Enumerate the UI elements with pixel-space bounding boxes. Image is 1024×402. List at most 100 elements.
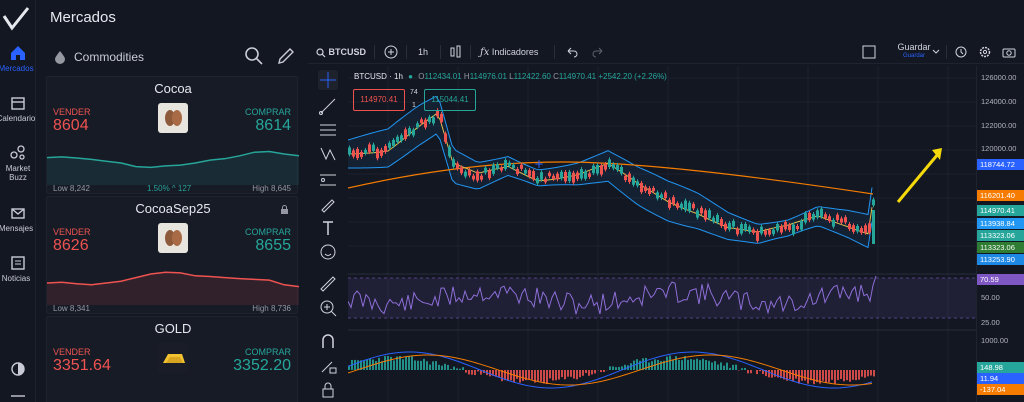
pattern-icon[interactable] (318, 144, 338, 164)
candle (560, 171, 563, 179)
macd-histogram-bar (750, 370, 752, 374)
nav-item-mensajes[interactable]: Mensajes (0, 204, 35, 233)
zoom-in-icon[interactable] (318, 298, 338, 318)
nav-label: Mercados (0, 64, 34, 73)
macd-histogram-bar (867, 370, 869, 377)
macd-histogram-bar (822, 370, 824, 381)
nav-label: Calendario (0, 114, 36, 123)
macd-histogram-bar (456, 368, 458, 370)
candle (816, 210, 819, 218)
macd-histogram-bar (432, 361, 434, 370)
macd-histogram-bar (873, 370, 875, 377)
candle (608, 159, 611, 168)
macd-histogram-bar (459, 368, 461, 370)
sparkline-area (47, 151, 299, 185)
camera-icon[interactable] (1002, 44, 1016, 60)
symbol-search[interactable]: BTCUSD (316, 44, 366, 60)
candle (696, 210, 699, 218)
candle (400, 135, 403, 141)
chevron-down-icon[interactable] (932, 44, 940, 60)
drawing-toolbar (313, 66, 343, 402)
price-chart[interactable]: + (348, 66, 976, 402)
instrument-card-gold[interactable]: GOLD VENDER COMPRAR 3351.64 3352.20 (46, 316, 298, 402)
sell-order-button[interactable]: 114970.41 (353, 89, 405, 111)
buy-order-button[interactable]: 115044.41 (424, 89, 476, 111)
gear-icon[interactable] (978, 44, 992, 60)
macd-histogram-bar (693, 359, 695, 370)
macd-histogram-bar (801, 370, 803, 381)
macd-tag: 148.98 (977, 362, 1024, 373)
candle (848, 223, 851, 230)
buy-button[interactable]: 8614 (255, 117, 291, 134)
watchlist-title[interactable]: Commodities (74, 50, 145, 64)
candle (376, 148, 379, 159)
bollinger-upper (348, 95, 873, 225)
sell-button[interactable]: 8626 (53, 237, 89, 254)
nav-label: Noticias (1, 274, 31, 283)
crosshair-icon[interactable] (318, 70, 338, 90)
macd-histogram-bar (672, 359, 674, 370)
divider (470, 45, 471, 59)
interval-button[interactable]: 1h (418, 47, 429, 57)
sell-button[interactable]: 3351.64 (53, 357, 111, 374)
trend-line-icon[interactable] (318, 96, 338, 116)
emoji-icon[interactable] (318, 242, 338, 262)
buy-button[interactable]: 8655 (255, 237, 291, 254)
ruler-icon[interactable] (318, 274, 338, 294)
alert-clock-icon[interactable] (954, 44, 968, 60)
nav-item-calendario[interactable]: Calendario (0, 94, 36, 123)
macd-histogram-bar (390, 356, 392, 370)
text-icon[interactable] (318, 218, 338, 238)
candle (356, 148, 359, 159)
edit-pencil-icon[interactable] (276, 46, 296, 66)
candle (500, 167, 503, 171)
candle (692, 203, 695, 209)
layout-icon[interactable] (862, 44, 876, 60)
brush-icon[interactable] (318, 194, 338, 214)
macd-histogram-bar (765, 370, 767, 377)
nav-item-noticias[interactable]: Noticias (0, 254, 35, 283)
compare-add-icon[interactable] (384, 44, 398, 60)
candle (728, 222, 731, 230)
arrow-annotation[interactable] (896, 153, 940, 203)
redo-icon[interactable] (592, 44, 604, 60)
candle (452, 159, 455, 167)
instrument-card-cocoasep25[interactable]: CocoaSep25 VENDER COMPRAR 8626 8655 Low … (46, 196, 299, 314)
candle (516, 168, 519, 175)
candles-icon[interactable] (450, 44, 462, 60)
indicators-button[interactable]: ƒx Indicadores (480, 44, 538, 60)
forecast-icon[interactable] (318, 170, 338, 190)
macd-histogram-bar (360, 360, 362, 370)
moving-average-long (348, 161, 874, 195)
buy-button[interactable]: 3352.20 (233, 357, 291, 374)
nav-item-mercados[interactable]: Mercados (0, 44, 35, 73)
undo-icon[interactable] (566, 44, 578, 60)
settings-sliders-icon[interactable] (9, 392, 27, 402)
candle (484, 167, 487, 173)
candle (496, 164, 499, 169)
app-logo-icon[interactable] (2, 6, 32, 32)
macd-histogram-bar (657, 359, 659, 370)
save-button[interactable]: Guardar Guardar (888, 42, 940, 59)
macd-histogram-bar (828, 370, 830, 383)
lock-drawing-icon[interactable] (318, 356, 338, 376)
candle (800, 220, 803, 230)
crosshair-marker-icon: + (534, 157, 544, 171)
search-icon[interactable] (244, 46, 264, 66)
instrument-card-cocoa[interactable]: Cocoa VENDER COMPRAR 8604 8614 Low 8,242… (46, 76, 299, 194)
price-axis[interactable]: 126000.00 124000.00 122000.00 120000.00 … (976, 66, 1024, 402)
fib-lines-icon[interactable] (318, 120, 338, 140)
magnet-icon[interactable] (318, 332, 338, 352)
macd-histogram-bar (564, 370, 566, 380)
macd-histogram-bar (354, 359, 356, 370)
candle (416, 123, 419, 128)
candle (796, 226, 799, 230)
spread-top: 74 (410, 89, 418, 96)
nav-item-market-buzz[interactable]: Market Buzz (0, 144, 35, 182)
macd-histogram-bar (747, 370, 749, 374)
sell-button[interactable]: 8604 (53, 117, 89, 134)
lock-icon[interactable] (318, 380, 338, 400)
candle (380, 149, 383, 156)
theme-toggle-icon[interactable] (9, 360, 27, 378)
macd-histogram-bar (861, 370, 863, 377)
